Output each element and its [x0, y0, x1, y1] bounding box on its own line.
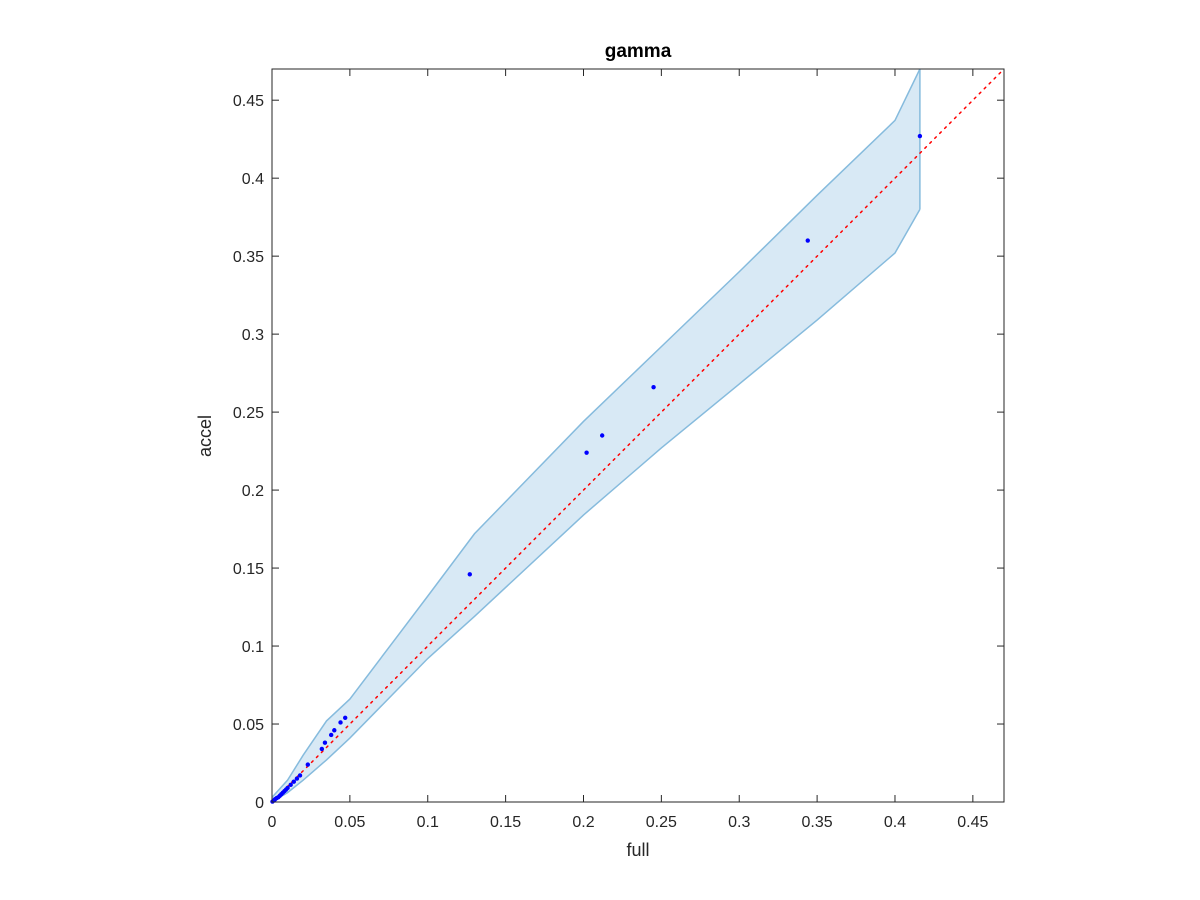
data-point — [285, 785, 290, 791]
plot-area: 0 0.05 0.1 0.15 0.2 0.25 0.3 0.35 0.4 0.45 0 0.05 0.… — [233, 68, 1005, 831]
data-point — [288, 782, 293, 788]
data-point — [917, 133, 923, 139]
data-point — [322, 740, 328, 745]
data-point — [332, 728, 337, 733]
y-tick-label: 0.2 — [242, 483, 264, 500]
data-point — [338, 720, 343, 725]
x-tick-label: 0.45 — [957, 814, 988, 831]
y-tick-label: 0.45 — [233, 93, 264, 110]
data-point — [305, 762, 311, 767]
y-tick-label: 0.25 — [233, 405, 264, 422]
data-point — [328, 732, 334, 738]
x-tick-label: 0.3 — [728, 814, 750, 831]
data-point — [467, 572, 472, 577]
x-tick-label: 0.25 — [646, 814, 677, 831]
x-tick-label: 0.35 — [802, 814, 833, 831]
data-point — [319, 746, 325, 752]
data-point — [291, 779, 297, 784]
axes-box — [271, 68, 1005, 803]
y-tick-label: 0.35 — [233, 249, 264, 266]
data-point — [805, 238, 810, 243]
x-axis-label: full — [626, 840, 649, 860]
y-tick-label: 0.05 — [233, 717, 264, 734]
y-tick-label: 0 — [255, 795, 264, 812]
y-axis-label: accel — [195, 415, 215, 457]
x-tick-label: 0 — [268, 814, 277, 831]
band-fill — [272, 69, 920, 802]
data-point — [584, 450, 589, 455]
y-tick-label: 0.3 — [242, 327, 264, 344]
x-tick-label: 0.15 — [490, 814, 521, 831]
y-tick-label: 0.4 — [242, 171, 264, 188]
x-tick-label: 0.2 — [572, 814, 594, 831]
band-upper-edge — [271, 68, 921, 798]
x-tick-label: 0.4 — [884, 814, 906, 831]
data-point — [343, 715, 348, 720]
band-lower-edge — [271, 208, 921, 803]
data-point — [294, 776, 300, 781]
reference-line — [271, 68, 1005, 803]
data-point — [599, 433, 605, 438]
x-tick-label: 0.1 — [417, 814, 439, 831]
y-tick-label: 0.15 — [233, 561, 264, 578]
data-point — [651, 384, 656, 390]
x-tick-label: 0.05 — [334, 814, 365, 831]
data-point — [297, 773, 303, 778]
y-tick-label: 0.1 — [242, 639, 264, 656]
chart-title: gamma — [605, 41, 672, 62]
